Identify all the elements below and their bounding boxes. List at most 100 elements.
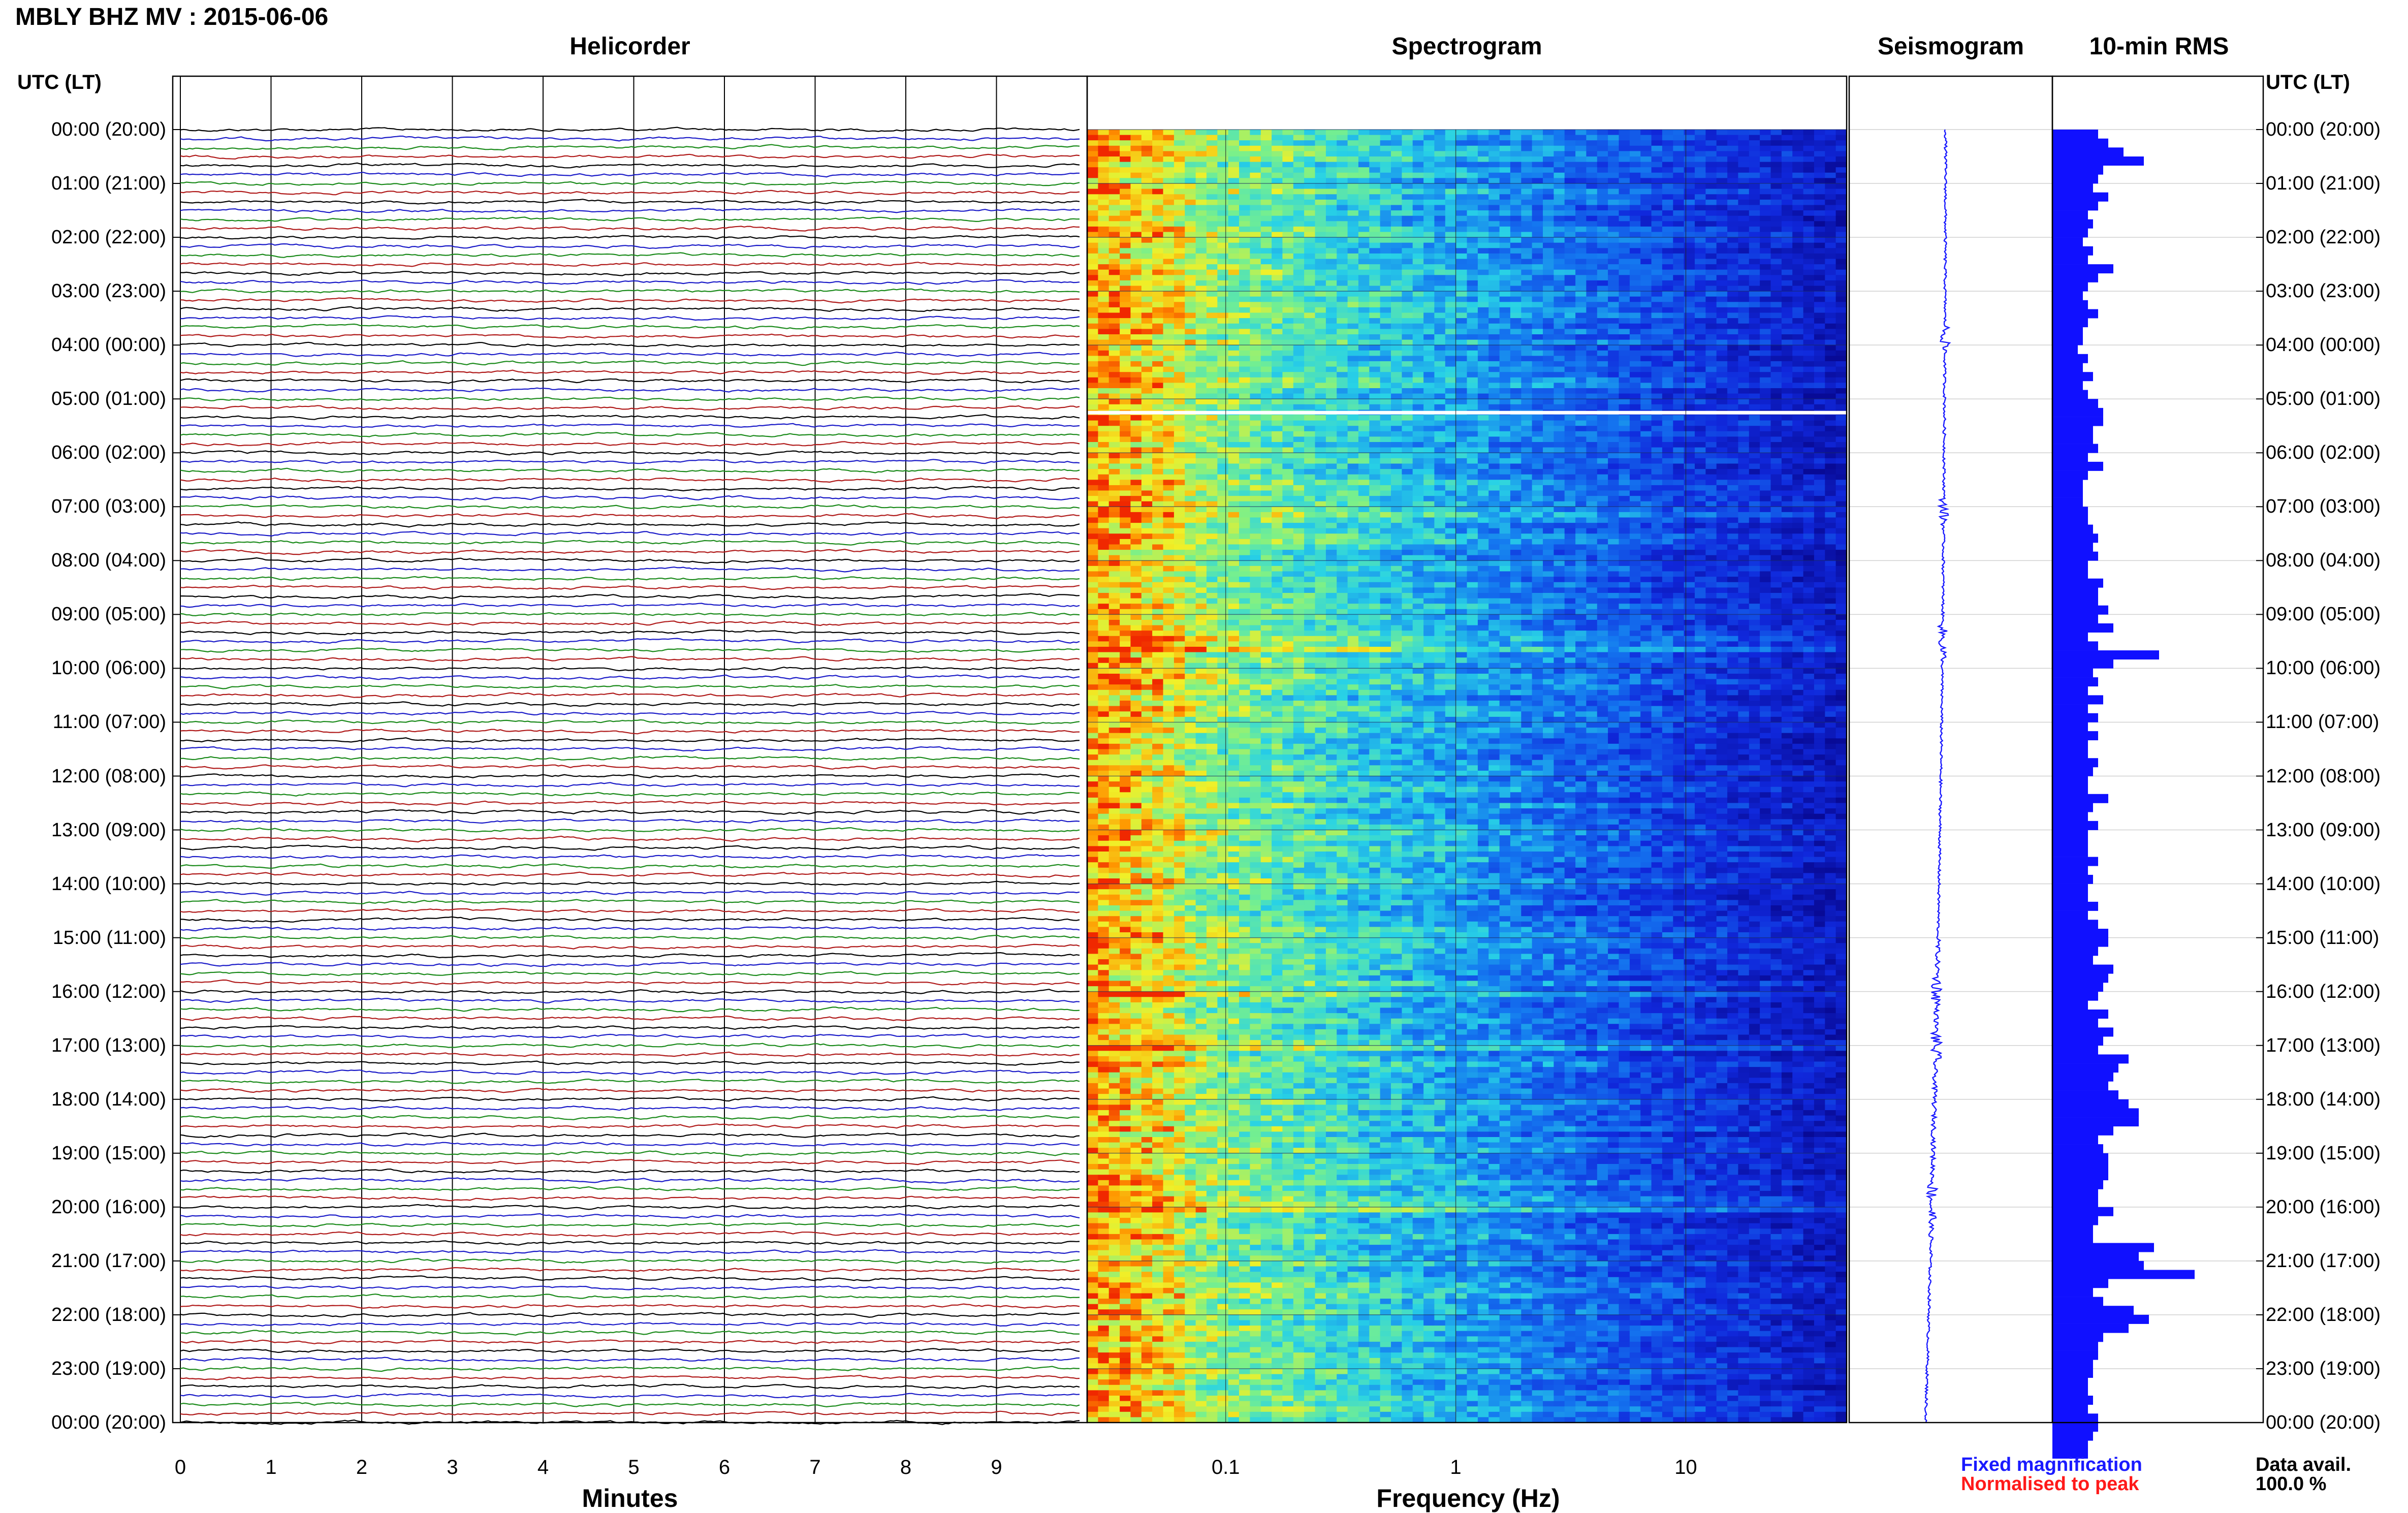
spectrogram-cell xyxy=(1109,469,1120,475)
spectrogram-cell xyxy=(1771,464,1782,469)
helicorder-trace xyxy=(180,819,1080,823)
spectrogram-cell xyxy=(1619,421,1630,426)
spectrogram-cell xyxy=(1652,356,1663,361)
spectrogram-cell xyxy=(1174,302,1185,307)
spectrogram-cell xyxy=(1445,237,1456,243)
spectrogram-cell xyxy=(1250,237,1261,243)
spectrogram-cell xyxy=(1217,270,1228,275)
spectrogram-cell xyxy=(1662,383,1673,388)
helicorder-trace xyxy=(180,684,1080,688)
spectrogram-cell xyxy=(1304,280,1315,286)
spectrogram-cell xyxy=(1543,329,1554,334)
spectrogram-cell xyxy=(1543,356,1554,361)
spectrogram-cell xyxy=(1304,496,1315,501)
spectrogram-cell xyxy=(1348,329,1359,334)
spectrogram-cell xyxy=(1717,383,1728,388)
helicorder-trace xyxy=(180,298,1080,303)
helicorder-trace xyxy=(180,1151,1080,1156)
spectrogram-cell xyxy=(1554,356,1565,361)
spectrogram-cell xyxy=(1803,216,1815,222)
spectrogram-cell xyxy=(1109,394,1120,399)
spectrogram-cell xyxy=(1423,307,1435,313)
spectrogram-cell xyxy=(1434,340,1445,345)
spectrogram-cell xyxy=(1814,442,1825,448)
spectrogram-cell xyxy=(1792,388,1803,394)
spectrogram-cell xyxy=(1488,485,1500,491)
spectrogram-cell xyxy=(1673,345,1684,351)
spectrogram-cell xyxy=(1369,496,1380,501)
spectrogram-cell xyxy=(1163,415,1175,421)
spectrogram-cell xyxy=(1521,135,1532,141)
spectrogram-cell xyxy=(1304,286,1315,292)
spectrogram-cell xyxy=(1792,377,1803,383)
spectrogram-cell xyxy=(1803,307,1815,313)
spectrogram-cell xyxy=(1630,431,1641,437)
spectrogram-cell xyxy=(1391,216,1402,222)
spectrogram-cell xyxy=(1814,270,1825,275)
spectrogram-cell xyxy=(1326,356,1337,361)
spectrogram-cell xyxy=(1423,345,1435,351)
spectrogram-cell xyxy=(1717,210,1728,216)
spectrogram-cell xyxy=(1087,151,1098,156)
spectrogram-cell xyxy=(1120,237,1131,243)
helicorder-trace xyxy=(180,792,1080,796)
spectrogram-cell xyxy=(1836,178,1847,183)
spectrogram-cell xyxy=(1109,485,1120,491)
spectrogram-cell xyxy=(1293,442,1305,448)
helicorder-trace xyxy=(180,191,1080,195)
spectrogram-cell xyxy=(1250,313,1261,319)
spectrogram-cell xyxy=(1760,475,1771,480)
spectrogram-cell xyxy=(1673,496,1684,501)
spectrogram-cell xyxy=(1152,464,1163,469)
spectrogram-cell xyxy=(1803,426,1815,431)
spectrogram-cell xyxy=(1196,448,1207,453)
spectrogram-cell xyxy=(1749,140,1760,146)
spectrogram-cell xyxy=(1087,232,1098,238)
spectrogram-cell xyxy=(1521,426,1532,431)
spectrogram-cell xyxy=(1261,275,1272,280)
spectrogram-cell xyxy=(1532,259,1543,265)
spectrogram-cell xyxy=(1196,372,1207,377)
spectrogram-cell xyxy=(1771,216,1782,222)
spectrogram-cell xyxy=(1304,307,1315,313)
spectrogram-cell xyxy=(1196,264,1207,270)
spectrogram-cell xyxy=(1673,280,1684,286)
spectrogram-cell xyxy=(1304,458,1315,464)
spectrogram-cell xyxy=(1521,372,1532,377)
spectrogram-cell xyxy=(1586,361,1597,367)
spectrogram-cell xyxy=(1109,291,1120,297)
spectrogram-cell xyxy=(1326,307,1337,313)
spectrogram-cell xyxy=(1207,448,1218,453)
spectrogram-cell xyxy=(1597,356,1608,361)
spectrogram-cell xyxy=(1304,270,1315,275)
spectrogram-cell xyxy=(1380,248,1391,254)
spectrogram-cell xyxy=(1120,442,1131,448)
spectrogram-cell xyxy=(1619,480,1630,485)
spectrogram-cell xyxy=(1087,496,1098,501)
spectrogram-cell xyxy=(1727,458,1738,464)
spectrogram-cell xyxy=(1282,162,1293,168)
spectrogram-cell xyxy=(1456,436,1467,442)
spectrogram-cell xyxy=(1662,318,1673,324)
spectrogram-cell xyxy=(1120,491,1131,496)
spectrogram-cell xyxy=(1792,291,1803,297)
spectrogram-cell xyxy=(1391,442,1402,448)
spectrogram-cell xyxy=(1749,491,1760,496)
spectrogram-cell xyxy=(1130,151,1142,156)
spectrogram-cell xyxy=(1369,469,1380,475)
spectrogram-cell xyxy=(1510,221,1522,227)
spectrogram-cell xyxy=(1163,334,1175,340)
spectrogram-cell xyxy=(1326,173,1337,178)
spectrogram-cell xyxy=(1836,275,1847,280)
spectrogram-cell xyxy=(1369,232,1380,238)
spectrogram-cell xyxy=(1228,404,1240,410)
spectrogram-cell xyxy=(1803,248,1815,254)
spectrogram-cell xyxy=(1717,173,1728,178)
spectrogram-cell xyxy=(1098,458,1109,464)
spectrogram-cell xyxy=(1705,399,1717,404)
spectrogram-cell xyxy=(1500,377,1511,383)
spectrogram-cell xyxy=(1771,485,1782,491)
spectrogram-cell xyxy=(1640,232,1652,238)
spectrogram-cell xyxy=(1402,210,1413,216)
spectrogram-cell xyxy=(1488,404,1500,410)
